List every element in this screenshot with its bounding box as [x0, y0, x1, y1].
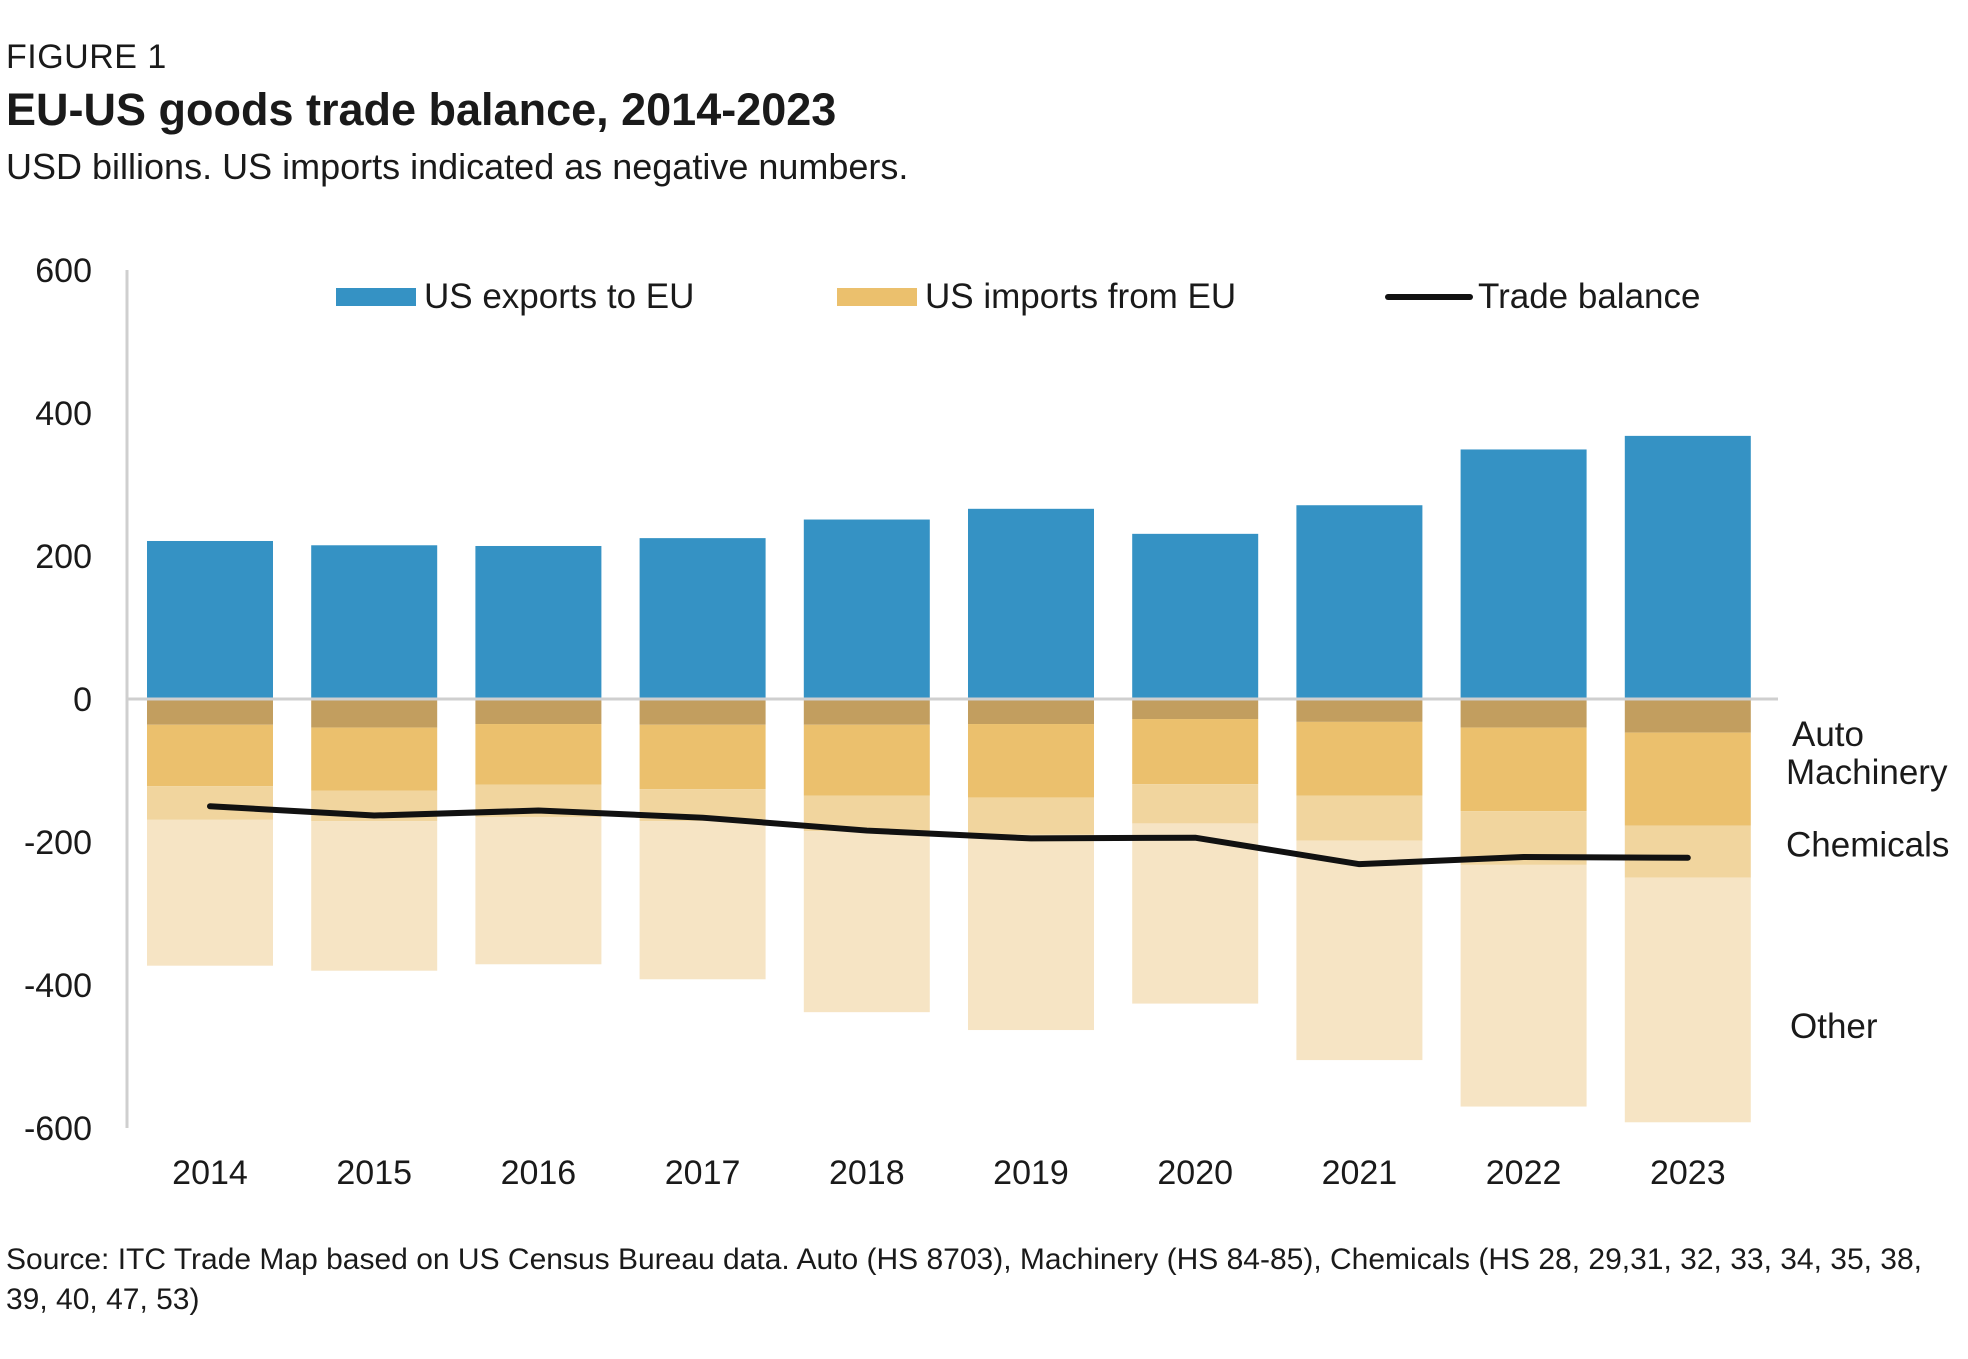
bar-chemicals-2014 [147, 786, 273, 820]
bar-auto-2016 [475, 699, 602, 725]
bar-machinery-2020 [1132, 719, 1259, 785]
source-note: Source: ITC Trade Map based on US Census… [6, 1243, 1923, 1316]
figure-label: FIGURE 1 [6, 38, 167, 76]
y-tick-label: -200 [24, 824, 92, 862]
y-tick-label: -600 [24, 1110, 92, 1148]
bar-exports-2018 [803, 519, 930, 699]
bar-exports-2016 [475, 545, 602, 699]
bar-other-2023 [1624, 877, 1751, 1123]
legend-swatch [336, 288, 416, 306]
x-tick-label: 2018 [829, 1154, 905, 1192]
y-tick-label: 0 [73, 681, 92, 719]
legend-label: US imports from EU [925, 277, 1236, 316]
bar-other-2019 [968, 834, 1094, 1031]
bar-other-2020 [1132, 823, 1259, 1004]
y-tick-label: 200 [35, 538, 92, 576]
x-tick-label: 2021 [1322, 1154, 1398, 1192]
axis-layer: 600 400 200 0 -200 -400 -600 2014 2015 2016 2017 20… [24, 252, 1778, 1192]
bar-other-2018 [803, 831, 930, 1013]
bar-machinery-2023 [1624, 732, 1751, 826]
x-tick-label: 2022 [1486, 1154, 1562, 1192]
bar-machinery-2018 [803, 724, 930, 796]
segment-label-chemicals: Chemicals [1786, 826, 1949, 865]
bar-auto-2014 [147, 699, 273, 725]
y-tick-label: 600 [35, 252, 92, 290]
bar-auto-2021 [1296, 699, 1423, 722]
x-tick-label: 2017 [665, 1154, 741, 1192]
x-tick-label: 2020 [1157, 1154, 1233, 1192]
bar-machinery-2017 [639, 724, 766, 790]
bar-auto-2019 [968, 699, 1094, 725]
bar-machinery-2021 [1296, 721, 1423, 796]
legend-swatch [837, 288, 917, 306]
bar-machinery-2015 [311, 727, 438, 791]
bar-auto-2015 [311, 699, 438, 728]
bar-exports-2017 [639, 538, 766, 699]
segment-label-machinery: Machinery [1786, 753, 1948, 792]
bar-auto-2020 [1132, 699, 1259, 720]
y-tick-label: -400 [24, 967, 92, 1005]
bar-auto-2017 [639, 699, 766, 725]
bar-other-2022 [1460, 864, 1587, 1107]
bar-machinery-2022 [1460, 727, 1587, 812]
bar-exports-2022 [1460, 449, 1587, 699]
bar-auto-2023 [1624, 699, 1751, 733]
legend-label: Trade balance [1478, 277, 1700, 316]
chart-title: EU-US goods trade balance, 2014-2023 [6, 84, 837, 135]
x-tick-label: 2016 [501, 1154, 577, 1192]
bar-auto-2022 [1460, 699, 1587, 728]
bar-machinery-2014 [147, 724, 273, 787]
legend: US exports to EU US imports from EU Trade … [336, 277, 1700, 316]
x-tick-label: 2014 [172, 1154, 248, 1192]
bar-exports-2014 [147, 540, 273, 699]
bar-exports-2019 [968, 508, 1094, 699]
bar-exports-2015 [311, 545, 438, 699]
bar-other-2015 [311, 821, 438, 971]
trade-balance-line [207, 803, 1691, 868]
trade-balance-line-layer [207, 803, 1691, 868]
bar-exports-2021 [1296, 505, 1423, 699]
bar-other-2014 [147, 819, 273, 966]
segment-label-auto: Auto [1792, 715, 1864, 754]
bar-chemicals-2020 [1132, 784, 1259, 824]
bar-exports-2023 [1624, 435, 1751, 699]
legend-label: US exports to EU [424, 277, 694, 316]
chart-subtitle: USD billions. US imports indicated as ne… [6, 146, 909, 187]
bar-chemicals-2023 [1624, 825, 1751, 878]
bar-chemicals-2019 [968, 797, 1094, 835]
x-tick-label: 2023 [1650, 1154, 1726, 1192]
x-tick-label: 2019 [993, 1154, 1069, 1192]
bars-layer [147, 435, 1751, 1123]
trade-balance-chart: 600 400 200 0 -200 -400 -600 2014 2015 2016 2017 20… [24, 252, 1949, 1192]
bar-other-2016 [475, 816, 602, 965]
bar-chemicals-2021 [1296, 795, 1423, 841]
x-tick-label: 2015 [336, 1154, 412, 1192]
bar-machinery-2019 [968, 724, 1094, 798]
bar-exports-2020 [1132, 533, 1259, 699]
bar-auto-2018 [803, 699, 930, 725]
segment-label-other: Other [1790, 1007, 1878, 1046]
y-tick-label: 400 [35, 395, 92, 433]
bar-other-2017 [639, 821, 766, 980]
bar-other-2021 [1296, 840, 1423, 1061]
bar-machinery-2016 [475, 724, 602, 785]
